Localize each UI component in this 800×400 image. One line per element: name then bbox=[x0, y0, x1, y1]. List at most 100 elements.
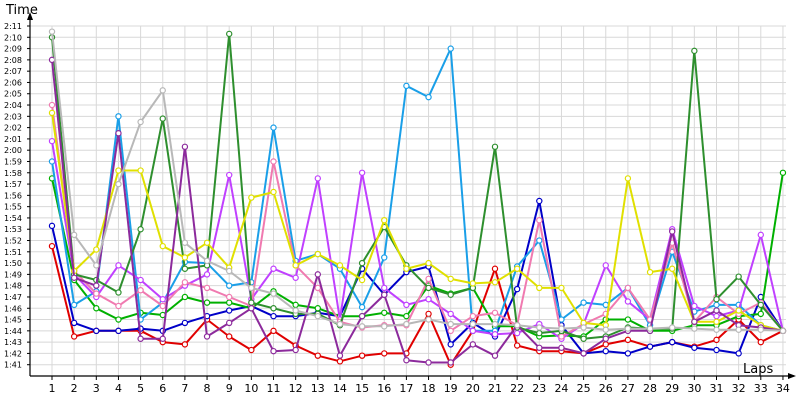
data-point bbox=[93, 282, 100, 289]
data-point bbox=[558, 344, 565, 351]
y-tick-label: 1:44 bbox=[4, 327, 22, 336]
data-point bbox=[713, 301, 720, 309]
data-point bbox=[403, 312, 410, 320]
data-point bbox=[580, 299, 587, 306]
data-point bbox=[669, 338, 676, 346]
data-point bbox=[270, 158, 277, 165]
x-tick-label: 25 bbox=[577, 382, 591, 395]
data-point bbox=[624, 350, 632, 357]
data-point bbox=[137, 167, 144, 174]
data-point bbox=[314, 284, 321, 292]
y-tick-label: 1:43 bbox=[4, 338, 22, 347]
x-tick-label: 6 bbox=[159, 382, 166, 395]
y-tick-label: 2:02 bbox=[4, 124, 22, 133]
data-point bbox=[70, 301, 78, 309]
data-point bbox=[48, 222, 56, 230]
x-tick-label: 34 bbox=[776, 382, 790, 395]
data-point bbox=[225, 282, 233, 289]
data-point bbox=[181, 265, 189, 272]
axes bbox=[27, 12, 796, 380]
x-tick-label: 22 bbox=[510, 382, 524, 395]
x-tick-label: 11 bbox=[267, 382, 281, 395]
x-tick-label: 24 bbox=[554, 382, 568, 395]
y-tick-label: 1:51 bbox=[4, 248, 22, 257]
data-point bbox=[270, 290, 277, 297]
data-point bbox=[358, 312, 366, 320]
data-point bbox=[48, 242, 56, 250]
data-point bbox=[48, 158, 56, 165]
x-tick-label: 2 bbox=[71, 382, 78, 395]
x-tick-label: 33 bbox=[754, 382, 768, 395]
data-point bbox=[447, 310, 454, 318]
x-tick-label: 27 bbox=[621, 382, 635, 395]
x-axis-title: Laps bbox=[743, 362, 773, 377]
data-point bbox=[713, 326, 720, 333]
y-tick-label: 1:54 bbox=[4, 214, 22, 223]
data-point bbox=[248, 194, 255, 201]
data-point bbox=[580, 324, 587, 331]
data-point bbox=[558, 284, 565, 292]
y-axis-title: Time bbox=[5, 3, 38, 18]
series-group bbox=[48, 28, 787, 368]
data-point bbox=[270, 124, 277, 131]
data-point bbox=[225, 30, 233, 38]
y-tick-label: 1:47 bbox=[4, 293, 22, 302]
data-point bbox=[270, 188, 277, 196]
y-axis-arrow bbox=[27, 12, 33, 20]
data-point bbox=[48, 109, 56, 117]
data-point bbox=[425, 359, 432, 366]
data-point bbox=[314, 271, 321, 278]
data-point bbox=[270, 312, 277, 320]
data-point bbox=[602, 347, 609, 355]
x-tick-label: 10 bbox=[244, 382, 258, 395]
data-point bbox=[358, 303, 366, 311]
data-point bbox=[115, 316, 122, 323]
data-point bbox=[93, 262, 100, 269]
data-point bbox=[735, 326, 742, 333]
data-point bbox=[115, 262, 122, 269]
series-path bbox=[51, 47, 784, 332]
y-tick-label: 2:04 bbox=[4, 101, 22, 110]
data-point bbox=[314, 312, 321, 320]
data-point bbox=[70, 319, 78, 327]
data-point bbox=[425, 316, 432, 323]
data-point bbox=[469, 320, 477, 328]
y-tick-label: 1:49 bbox=[4, 270, 22, 279]
x-tick-label: 23 bbox=[532, 382, 546, 395]
data-point bbox=[513, 321, 521, 329]
x-tick-label: 5 bbox=[137, 382, 144, 395]
data-point bbox=[115, 327, 122, 335]
data-point bbox=[137, 286, 144, 294]
data-point bbox=[624, 336, 632, 344]
data-point bbox=[159, 87, 166, 94]
data-point bbox=[270, 327, 277, 335]
data-point bbox=[669, 265, 676, 272]
x-tick-label: 1 bbox=[49, 382, 56, 395]
data-point bbox=[447, 320, 454, 328]
y-tick-label: 1:57 bbox=[4, 180, 22, 189]
y-tick-label: 2:07 bbox=[4, 67, 22, 76]
data-point bbox=[779, 169, 787, 176]
data-point bbox=[425, 284, 432, 292]
data-point bbox=[381, 309, 388, 316]
data-point bbox=[469, 341, 477, 348]
y-tick-label: 2:06 bbox=[4, 78, 22, 87]
data-point bbox=[292, 301, 299, 309]
data-point bbox=[203, 239, 211, 246]
data-point bbox=[602, 335, 609, 342]
x-tick-label: 12 bbox=[289, 382, 303, 395]
data-point bbox=[181, 341, 189, 348]
x-tick-label: 3 bbox=[93, 382, 100, 395]
tick-labels: 1:41 1:42 1:43 1:44 1:45 1:46 1:47 1:48 1:49 1:50… bbox=[4, 22, 790, 395]
data-point bbox=[713, 296, 720, 303]
data-point bbox=[491, 265, 499, 272]
data-point bbox=[358, 323, 366, 330]
y-tick-label: 1:55 bbox=[4, 203, 22, 212]
x-tick-label: 14 bbox=[333, 382, 347, 395]
data-point bbox=[203, 257, 211, 265]
data-point bbox=[70, 274, 78, 281]
data-point bbox=[115, 180, 122, 188]
data-point bbox=[225, 319, 233, 327]
data-point bbox=[248, 305, 255, 312]
